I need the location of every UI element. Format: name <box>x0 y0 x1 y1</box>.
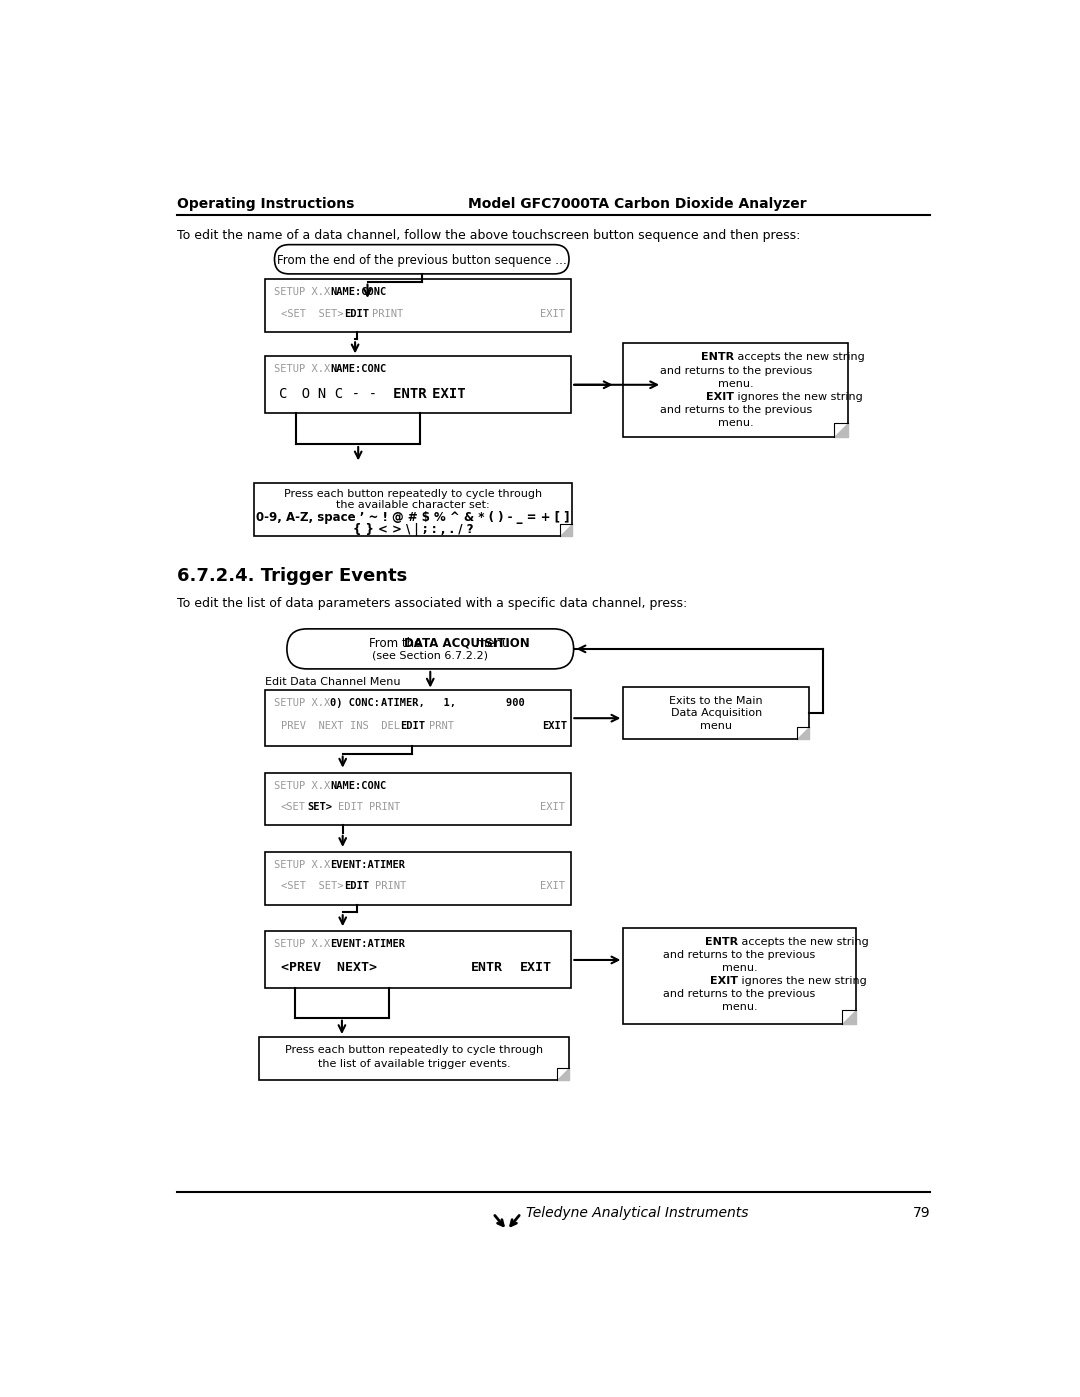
Text: (see Section 6.7.2.2): (see Section 6.7.2.2) <box>373 651 488 661</box>
Text: SETUP X.X: SETUP X.X <box>274 286 330 298</box>
Bar <box>266 773 571 826</box>
Text: the list of available trigger events.: the list of available trigger events. <box>318 1059 511 1069</box>
Text: EXIT: EXIT <box>540 309 565 319</box>
Text: Operating Instructions: Operating Instructions <box>177 197 354 211</box>
Text: accepts the new string: accepts the new string <box>738 937 868 947</box>
Text: From the: From the <box>369 637 426 650</box>
Text: and returns to the previous: and returns to the previous <box>660 405 812 415</box>
Text: <PREV  NEXT>: <PREV NEXT> <box>281 961 377 974</box>
Text: Press each button repeatedly to cycle through: Press each button repeatedly to cycle th… <box>284 489 542 499</box>
Text: C: C <box>279 387 287 401</box>
Text: 79: 79 <box>913 1206 930 1220</box>
Text: the available character set:: the available character set: <box>336 500 490 510</box>
Bar <box>623 686 809 739</box>
Text: -: - <box>335 387 360 401</box>
Text: To edit the list of data parameters associated with a specific data channel, pre: To edit the list of data parameters asso… <box>177 597 687 609</box>
Text: <SET: <SET <box>281 802 306 812</box>
Text: NAME:CONC: NAME:CONC <box>330 365 387 374</box>
Text: menu: menu <box>700 721 732 731</box>
Text: C: C <box>319 387 343 401</box>
Text: Exits to the Main: Exits to the Main <box>670 696 764 705</box>
Text: 6.7.2.4. Trigger Events: 6.7.2.4. Trigger Events <box>177 567 407 585</box>
Text: Teledyne Analytical Instruments: Teledyne Analytical Instruments <box>526 1206 748 1220</box>
Bar <box>623 928 855 1024</box>
Text: EDIT: EDIT <box>345 882 369 891</box>
Text: accepts the new string: accepts the new string <box>734 352 865 362</box>
Text: and returns to the previous: and returns to the previous <box>660 366 812 376</box>
Bar <box>259 1037 569 1080</box>
Text: menu.: menu. <box>721 963 757 974</box>
Text: ENTR: ENTR <box>701 352 734 362</box>
Text: SETUP X.X: SETUP X.X <box>274 365 330 374</box>
Text: EVENT:ATIMER: EVENT:ATIMER <box>330 861 405 870</box>
Text: Press each button repeatedly to cycle through: Press each button repeatedly to cycle th… <box>285 1045 543 1055</box>
Text: Model GFC7000TA Carbon Dioxide Analyzer: Model GFC7000TA Carbon Dioxide Analyzer <box>469 197 807 211</box>
Text: INS  DEL: INS DEL <box>350 721 401 731</box>
Text: SETUP X.X: SETUP X.X <box>274 781 330 791</box>
Text: and returns to the previous: and returns to the previous <box>663 950 815 960</box>
Bar <box>266 932 571 989</box>
Text: ATIMER,   1,        900: ATIMER, 1, 900 <box>380 698 525 708</box>
Text: EXIT: EXIT <box>521 961 552 974</box>
Text: Data Acquisition: Data Acquisition <box>671 708 761 718</box>
Text: ENTR: ENTR <box>368 387 427 401</box>
Text: NAME:CONC: NAME:CONC <box>330 286 387 298</box>
Text: EVENT:ATIMER: EVENT:ATIMER <box>330 939 405 949</box>
Text: <SET  SET>: <SET SET> <box>281 882 343 891</box>
Text: Edit Data Channel Menu: Edit Data Channel Menu <box>266 676 401 686</box>
Text: EDIT: EDIT <box>345 309 369 319</box>
Text: PRNT: PRNT <box>430 721 455 731</box>
Text: EXIT: EXIT <box>540 882 565 891</box>
Bar <box>266 356 571 414</box>
Text: menu.: menu. <box>718 379 754 388</box>
Text: SETUP X.X: SETUP X.X <box>274 698 330 708</box>
Text: -: - <box>352 387 377 401</box>
Text: EXIT: EXIT <box>540 802 565 812</box>
FancyBboxPatch shape <box>274 244 569 274</box>
Bar <box>266 690 571 746</box>
Text: N: N <box>301 387 326 401</box>
Bar <box>255 482 572 536</box>
Text: To edit the name of a data channel, follow the above touchscreen button sequence: To edit the name of a data channel, foll… <box>177 229 800 242</box>
Polygon shape <box>797 726 809 739</box>
Text: EXIT: EXIT <box>710 977 738 986</box>
Text: { } < > \ | ; : , . / ?: { } < > \ | ; : , . / ? <box>353 524 473 536</box>
Text: EDIT: EDIT <box>338 802 363 812</box>
Text: ignores the new string: ignores the new string <box>734 391 863 402</box>
Text: ignores the new string: ignores the new string <box>738 977 867 986</box>
Text: menu.: menu. <box>721 1002 757 1013</box>
Text: ENTR: ENTR <box>471 961 502 974</box>
Text: menu: menu <box>472 637 510 650</box>
Bar <box>266 279 571 331</box>
Text: PREV  NEXT: PREV NEXT <box>281 721 343 731</box>
Text: and returns to the previous: and returns to the previous <box>663 989 815 999</box>
Text: EDIT: EDIT <box>400 721 426 731</box>
Text: SET>: SET> <box>307 802 332 812</box>
Bar <box>266 852 571 904</box>
Text: EXIT: EXIT <box>706 391 734 402</box>
Text: DATA ACQUISITION: DATA ACQUISITION <box>404 637 529 650</box>
Text: From the end of the previous button sequence …: From the end of the previous button sequ… <box>276 254 567 267</box>
Text: PRINT: PRINT <box>373 309 404 319</box>
FancyBboxPatch shape <box>287 629 573 669</box>
Polygon shape <box>841 1010 855 1024</box>
Text: <SET  SET>: <SET SET> <box>281 309 343 319</box>
Text: EXIT: EXIT <box>407 387 467 401</box>
Bar <box>623 344 848 437</box>
Text: 0) CONC:: 0) CONC: <box>330 698 380 708</box>
Text: SETUP X.X: SETUP X.X <box>274 939 330 949</box>
Polygon shape <box>559 524 572 536</box>
Text: EXIT: EXIT <box>542 721 567 731</box>
Text: NAME:CONC: NAME:CONC <box>330 781 387 791</box>
Text: ENTR: ENTR <box>705 937 738 947</box>
Text: PRINT: PRINT <box>369 802 401 812</box>
Text: 0-9, A-Z, space ’ ~ ! @ # $ % ^ & * ( ) - _ = + [ ]: 0-9, A-Z, space ’ ~ ! @ # $ % ^ & * ( ) … <box>256 511 570 524</box>
Text: menu.: menu. <box>718 418 754 427</box>
Text: O: O <box>285 387 310 401</box>
Text: PRINT: PRINT <box>375 882 406 891</box>
Polygon shape <box>834 423 848 437</box>
Text: SETUP X.X: SETUP X.X <box>274 861 330 870</box>
Polygon shape <box>556 1067 569 1080</box>
